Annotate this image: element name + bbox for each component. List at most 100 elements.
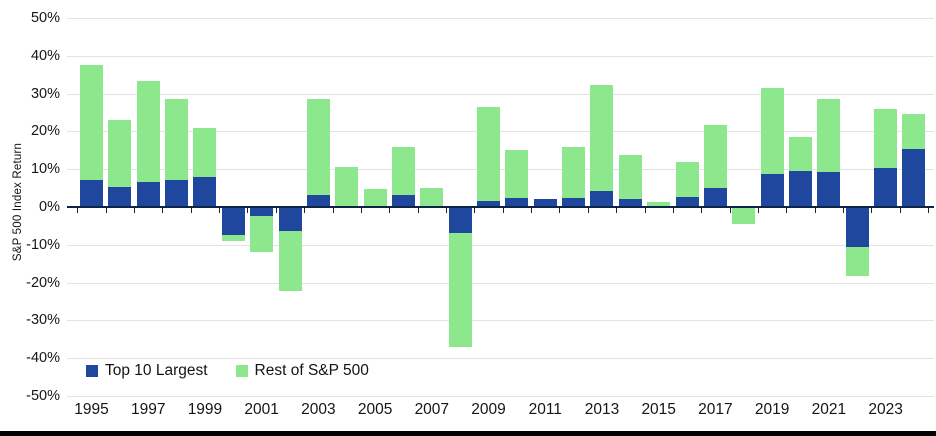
y-tick-label: -20% (26, 274, 60, 291)
legend-item-rest: Rest of S&P 500 (235, 362, 369, 380)
x-axis-tick (446, 208, 447, 213)
x-tick-label-2021: 2021 (811, 401, 847, 418)
x-axis-tick (871, 208, 873, 213)
x-axis-tick (729, 208, 731, 213)
bottom-border-rule (0, 431, 936, 436)
bar-segment-2014-top10 (618, 199, 642, 207)
x-tick-label-2023: 2023 (868, 401, 903, 418)
gridline (67, 320, 934, 322)
y-tick-label: -40% (26, 350, 60, 367)
top10-swatch-icon (86, 365, 98, 377)
x-axis-tick (162, 208, 164, 213)
bar-segment-2013-rest (590, 84, 614, 191)
bar-segment-2004-rest (335, 167, 359, 207)
bar-segment-2017-top10 (703, 188, 727, 207)
x-axis-tick (332, 208, 334, 213)
bar-segment-1997-rest (136, 80, 160, 183)
bar-segment-1999-top10 (193, 176, 217, 207)
gridline (67, 55, 934, 57)
y-tick-label: 50% (30, 10, 60, 26)
x-axis-tick (134, 208, 136, 213)
x-tick-label-1997: 1997 (130, 401, 166, 418)
bar-segment-2020-top10 (789, 171, 812, 207)
bar-segment-2021-top10 (817, 171, 841, 207)
bar-segment-2006-top10 (391, 194, 415, 207)
y-tick-label: 20% (30, 123, 60, 140)
bar-segment-1995-rest (80, 65, 103, 180)
x-tick-label-2005: 2005 (357, 401, 393, 418)
x-axis-tick (928, 208, 930, 213)
x-tick-label-2019: 2019 (754, 401, 790, 418)
bar-segment-2019-top10 (760, 174, 784, 207)
bar-segment-1998-top10 (165, 179, 189, 207)
bar-segment-2009-rest (477, 106, 501, 201)
y-tick-label: 30% (30, 85, 60, 102)
x-axis-tick (105, 208, 107, 213)
bar-segment-2000-top10 (221, 207, 245, 235)
x-axis-tick (814, 208, 816, 213)
gridline (67, 18, 934, 19)
legend-label-rest: Rest of S&P 500 (254, 362, 369, 379)
bar-segment-2014-rest (618, 155, 642, 200)
x-axis-tick (644, 208, 646, 213)
bar-segment-2001-top10 (250, 207, 274, 217)
x-tick-label-2013: 2013 (584, 401, 620, 418)
bar-segment-2015-rest (647, 202, 671, 207)
bar-segment-2019-rest (760, 87, 784, 175)
x-axis-tick (843, 208, 845, 213)
bar-segment-2016-rest (675, 161, 699, 198)
bar-segment-2022-top10 (845, 207, 869, 247)
bar-segment-2023-top10 (874, 168, 898, 207)
bar-segment-2005-rest (363, 188, 387, 207)
y-tick-label: 40% (30, 47, 60, 64)
bar-segment-2021-rest (817, 98, 841, 172)
legend-item-top10: Top 10 Largest (86, 362, 208, 380)
x-axis-tick (531, 208, 533, 213)
bar-segment-1995-top10 (80, 179, 103, 207)
x-axis-tick (275, 208, 277, 213)
bar-segment-2001-rest (250, 216, 274, 252)
x-axis-tick (672, 208, 674, 213)
x-tick-label-2007: 2007 (414, 401, 450, 418)
x-axis-tick (559, 208, 561, 213)
gridline (67, 358, 934, 360)
y-tick-label: -30% (26, 312, 60, 329)
bar-segment-2022-rest (845, 246, 869, 276)
x-axis-tick (247, 208, 249, 213)
bar-segment-2012-rest (562, 146, 586, 199)
gridline (67, 282, 934, 284)
x-axis-tick (304, 208, 306, 213)
bar-segment-2023-rest (874, 108, 898, 169)
x-axis-tick (616, 208, 618, 213)
bar-segment-2010-rest (505, 149, 529, 198)
bar-segment-2002-rest (278, 230, 302, 291)
y-tick-label: 10% (30, 161, 60, 178)
bar-segment-2017-rest (703, 124, 727, 189)
x-tick-label-2011: 2011 (528, 401, 562, 418)
bar-segment-2002-top10 (278, 207, 302, 231)
x-tick-label-2009: 2009 (471, 401, 506, 418)
bar-segment-1996-rest (108, 120, 132, 188)
x-axis-tick (77, 208, 79, 213)
bar-segment-2000-rest (221, 234, 245, 242)
zero-axis-line (67, 206, 934, 208)
bar-segment-2008-top10 (448, 207, 472, 233)
bar-segment-2003-top10 (306, 194, 330, 207)
gridline (67, 244, 934, 246)
bar-segment-2008-rest (448, 232, 472, 347)
y-tick-label: 0% (39, 199, 60, 215)
x-axis-tick (587, 208, 589, 213)
x-axis-tick (417, 208, 419, 213)
bar-segment-2020-rest (789, 137, 812, 172)
x-tick-label-2003: 2003 (301, 401, 336, 418)
x-tick-label-2001: 2001 (244, 401, 279, 418)
bar-segment-2009-top10 (477, 200, 501, 207)
x-axis-tick (190, 208, 192, 213)
x-axis-tick (389, 208, 391, 213)
bar-segment-2011-top10 (533, 199, 557, 207)
x-tick-label-2015: 2015 (641, 401, 676, 418)
x-tick-label-2017: 2017 (698, 401, 733, 418)
gridline (67, 93, 934, 95)
x-tick-label-1995: 1995 (74, 401, 109, 418)
bar-segment-2003-rest (306, 98, 330, 195)
